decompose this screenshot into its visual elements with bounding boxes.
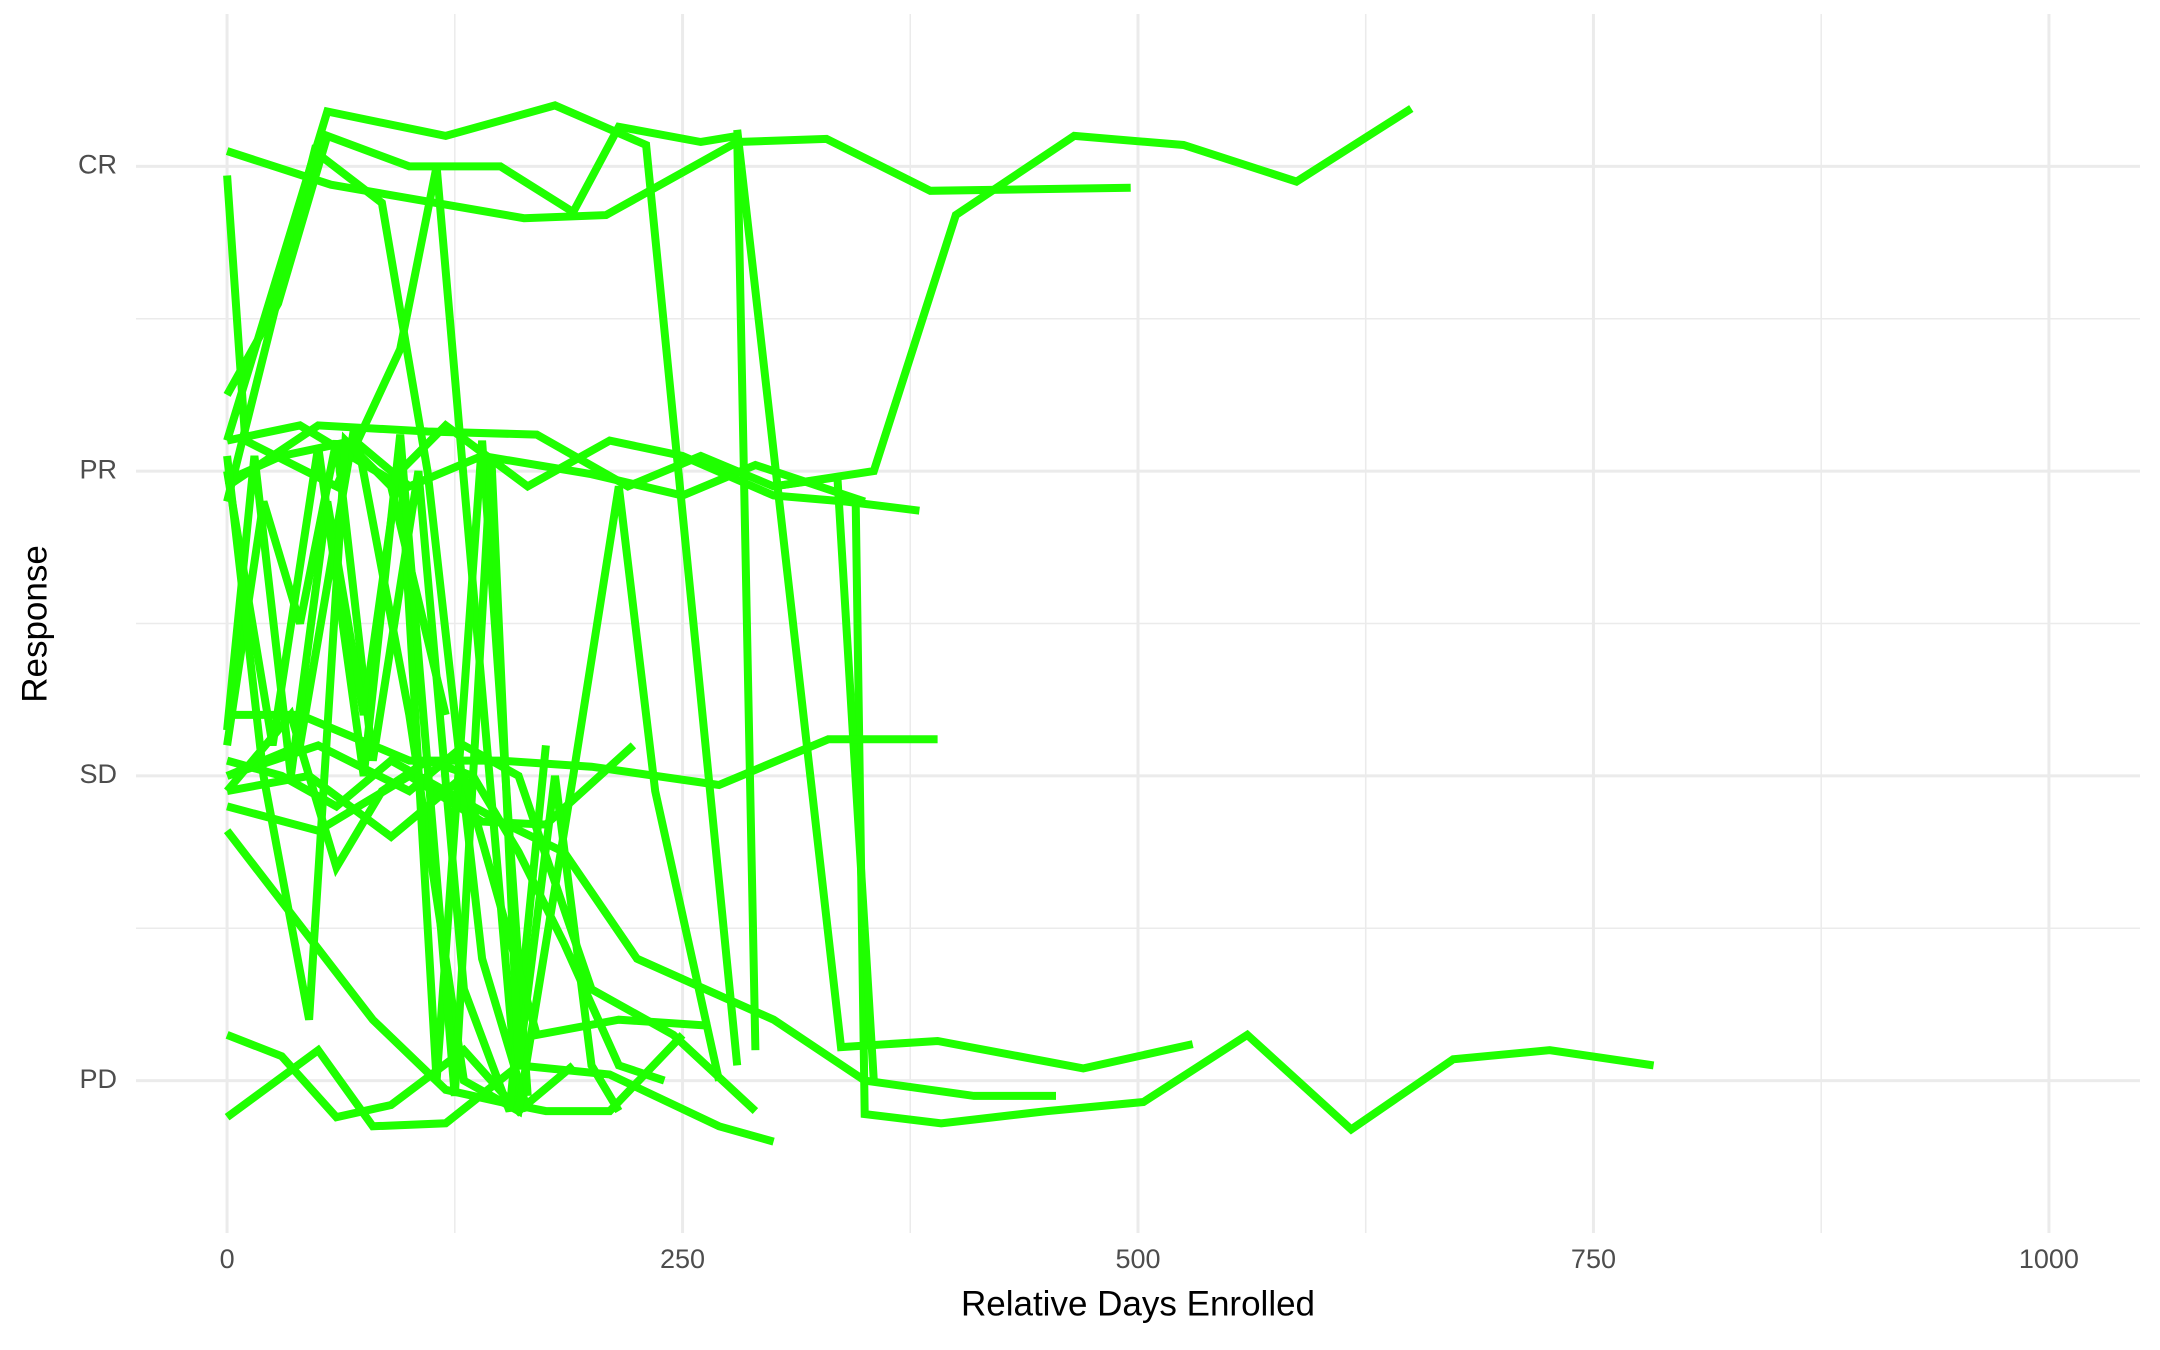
series-line (224, 706, 666, 1085)
series-line (223, 122, 760, 1051)
series-line (223, 431, 450, 1021)
y-tick-label: SD (79, 759, 117, 789)
y-tick-label: CR (78, 150, 117, 180)
x-tick-label: 750 (1571, 1244, 1616, 1274)
x-tick-label: 1000 (2019, 1244, 2079, 1274)
x-tick-label: 250 (660, 1244, 705, 1274)
series-line (223, 165, 523, 1112)
series-line (226, 755, 1056, 1100)
x-tick-label: 500 (1115, 1244, 1160, 1274)
series-line (223, 440, 532, 1097)
series-line (226, 768, 711, 1040)
series-line (223, 439, 550, 1113)
x-tick-label: 0 (220, 1244, 235, 1274)
series-line (733, 129, 1194, 1073)
y-tick-label: PD (79, 1064, 117, 1094)
series-line (772, 105, 1414, 491)
y-tick-label: PR (79, 454, 117, 484)
y-axis-title: Response (15, 545, 54, 703)
series-line (223, 434, 623, 1114)
series-line (225, 740, 759, 1115)
series-line (225, 424, 723, 1118)
series-line (851, 495, 1655, 1135)
x-axis-title: Relative Days Enrolled (961, 1284, 1315, 1323)
